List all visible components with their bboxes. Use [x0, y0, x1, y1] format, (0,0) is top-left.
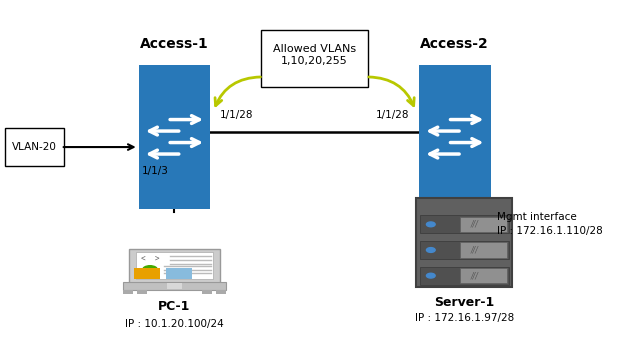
- FancyBboxPatch shape: [419, 65, 491, 209]
- FancyBboxPatch shape: [420, 241, 508, 259]
- Text: PC-1: PC-1: [158, 300, 191, 313]
- Text: 1/1/3: 1/1/3: [142, 166, 169, 176]
- FancyBboxPatch shape: [167, 283, 182, 289]
- FancyBboxPatch shape: [123, 290, 133, 294]
- Text: ///: ///: [471, 220, 478, 229]
- FancyBboxPatch shape: [138, 65, 211, 209]
- Circle shape: [426, 222, 435, 227]
- FancyBboxPatch shape: [416, 198, 512, 287]
- Circle shape: [426, 273, 435, 278]
- Text: Server-1: Server-1: [434, 296, 494, 309]
- FancyBboxPatch shape: [123, 282, 226, 290]
- Text: 1/1/28: 1/1/28: [376, 110, 410, 120]
- Text: Access-2: Access-2: [421, 37, 489, 51]
- Text: Access-1: Access-1: [140, 37, 209, 51]
- Text: Mgmt interface
IP : 172.16.1.110/28: Mgmt interface IP : 172.16.1.110/28: [497, 212, 602, 236]
- Circle shape: [143, 266, 158, 274]
- FancyBboxPatch shape: [202, 290, 212, 294]
- FancyBboxPatch shape: [460, 268, 507, 283]
- FancyBboxPatch shape: [137, 290, 147, 294]
- Circle shape: [426, 248, 435, 252]
- FancyBboxPatch shape: [135, 268, 161, 279]
- Text: VLAN-20: VLAN-20: [12, 142, 57, 152]
- FancyBboxPatch shape: [166, 268, 192, 279]
- FancyBboxPatch shape: [4, 128, 64, 166]
- FancyBboxPatch shape: [460, 217, 507, 232]
- FancyBboxPatch shape: [216, 290, 226, 294]
- Text: <  >: < >: [141, 254, 159, 263]
- FancyBboxPatch shape: [420, 267, 508, 285]
- Text: ///: ///: [471, 246, 478, 254]
- Text: 1/1/28: 1/1/28: [220, 110, 253, 120]
- FancyBboxPatch shape: [262, 30, 368, 87]
- Text: IP : 10.1.20.100/24: IP : 10.1.20.100/24: [125, 319, 224, 329]
- Text: ///: ///: [471, 271, 478, 280]
- FancyBboxPatch shape: [129, 249, 220, 283]
- Text: Allowed VLANs
1,10,20,255: Allowed VLANs 1,10,20,255: [273, 44, 356, 66]
- FancyBboxPatch shape: [136, 252, 213, 279]
- FancyBboxPatch shape: [460, 242, 507, 258]
- Text: IP : 172.16.1.97/28: IP : 172.16.1.97/28: [414, 313, 514, 323]
- FancyBboxPatch shape: [420, 215, 508, 233]
